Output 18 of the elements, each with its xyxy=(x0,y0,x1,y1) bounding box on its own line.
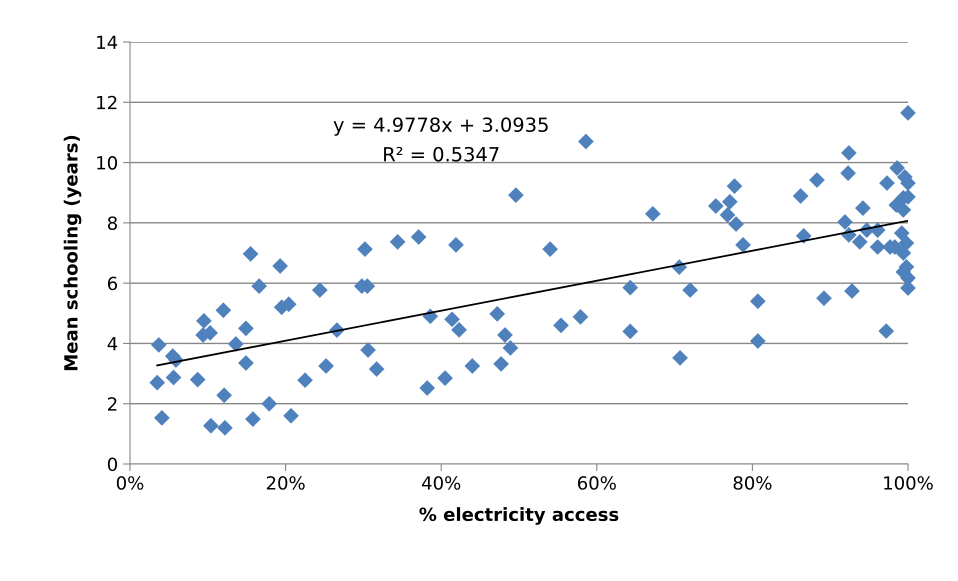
x-tick-label: 80% xyxy=(734,476,772,490)
y-tick-label: 14 xyxy=(97,36,118,49)
annotation: R² = 0.5347 xyxy=(384,146,499,162)
x-tick-label: 100% xyxy=(884,476,933,490)
y-tick-label: 0 xyxy=(108,457,117,472)
x-tick-label: 40% xyxy=(422,476,460,490)
y-tick-label: 12 xyxy=(97,96,116,110)
x-tick-label: 0% xyxy=(116,476,144,490)
y-tick-label: 4 xyxy=(108,337,118,350)
x-axis-title: % electricity access xyxy=(419,507,618,525)
y-tick-label: 8 xyxy=(108,216,117,230)
x-tick-label: 60% xyxy=(578,476,616,490)
y-tick-label: 2 xyxy=(108,397,116,411)
x-tick-label: 20% xyxy=(266,476,305,490)
y-tick-label: 10 xyxy=(97,156,117,170)
y-axis-title: Mean schooling (years) xyxy=(64,136,82,370)
y-tick-label: 6 xyxy=(108,276,118,290)
annotation: y = 4.9778x + 3.0935 xyxy=(334,117,548,136)
